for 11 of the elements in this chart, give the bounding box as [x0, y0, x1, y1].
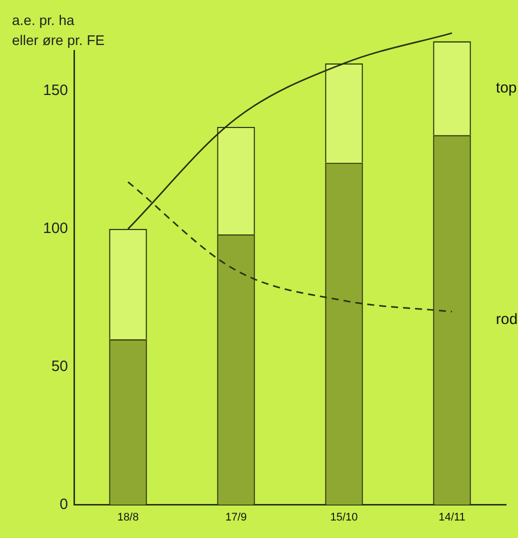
x-tick-label: 18/8 [117, 511, 139, 524]
series-label: rod [496, 311, 518, 328]
x-tick-label: 17/9 [225, 511, 247, 524]
y-tick-label: 100 [42, 220, 68, 238]
x-tick-label: 14/11 [438, 511, 466, 524]
y-axis-title: a.e. pr. ha eller øre pr. FE [12, 10, 109, 50]
x-tick-label: 15/10 [330, 511, 358, 524]
y-tick-label: 150 [42, 82, 68, 100]
y-tick-label: 0 [60, 496, 68, 513]
y-tick-label: 50 [51, 358, 68, 375]
series-label: top [496, 79, 517, 96]
